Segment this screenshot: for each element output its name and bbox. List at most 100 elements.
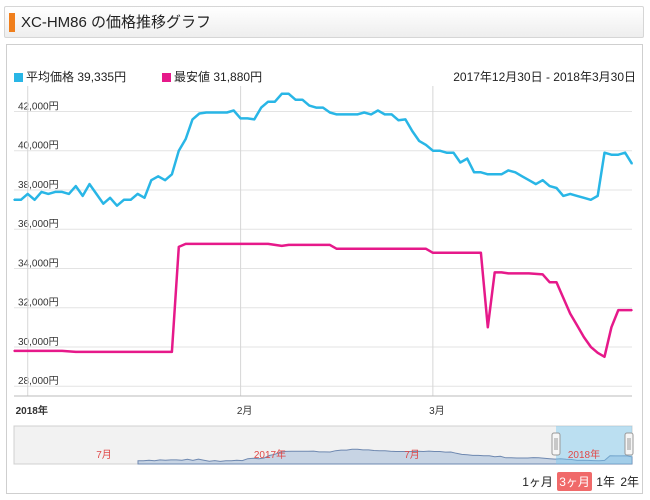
data-point — [404, 118, 407, 121]
data-point — [480, 251, 482, 254]
data-point — [267, 100, 269, 103]
y-tick-label: 36,000円 — [18, 219, 59, 230]
data-point — [466, 157, 469, 160]
data-point — [109, 197, 111, 199]
data-point — [535, 183, 537, 185]
legend-item-avg[interactable]: 平均価格 39,335円 — [14, 68, 126, 85]
data-point — [274, 100, 276, 103]
range-button-1m[interactable]: 1ヶ月 — [522, 475, 553, 489]
data-point — [136, 193, 139, 195]
data-point — [294, 98, 297, 101]
data-point — [514, 171, 517, 174]
data-point — [81, 195, 84, 197]
data-point — [47, 193, 50, 195]
data-point — [75, 351, 77, 353]
range-button-3m[interactable]: 3ヶ月 — [557, 472, 592, 491]
series-line-min — [14, 242, 632, 359]
data-point — [26, 193, 29, 195]
data-point — [438, 149, 441, 152]
avg-label: 平均価格 — [26, 70, 75, 84]
legend-item-min[interactable]: 最安値 31,880円 — [162, 68, 262, 85]
x-tick-label: 2月 — [237, 405, 253, 417]
data-point — [20, 198, 22, 201]
navigator-handle-right[interactable] — [624, 432, 634, 456]
data-point — [500, 173, 503, 176]
data-point — [178, 246, 180, 248]
data-point — [617, 153, 620, 156]
data-point — [397, 119, 400, 122]
data-point — [562, 195, 565, 197]
data-point — [308, 104, 311, 107]
data-point — [590, 346, 592, 348]
avg-swatch — [14, 73, 23, 82]
data-point — [541, 179, 544, 181]
data-point — [562, 297, 565, 299]
min-value: 31,880円 — [213, 70, 263, 84]
data-point — [33, 198, 36, 201]
data-point — [596, 352, 599, 354]
data-point — [617, 309, 620, 311]
data-point — [198, 112, 201, 115]
data-point — [171, 351, 173, 353]
page-title: XC-HM86 の価格推移グラフ — [21, 14, 212, 31]
navigator-label: 2017年 — [254, 448, 286, 461]
data-point — [528, 179, 530, 181]
data-point — [363, 111, 366, 114]
data-point — [411, 130, 414, 132]
data-point — [281, 93, 283, 95]
data-point — [40, 191, 43, 193]
data-point — [226, 111, 228, 114]
data-point — [452, 151, 455, 154]
data-point — [590, 198, 592, 201]
data-point — [75, 185, 77, 187]
data-point — [548, 281, 551, 284]
range-button-2y[interactable]: 2年 — [620, 475, 639, 489]
data-point — [219, 111, 221, 114]
data-point — [129, 198, 132, 201]
data-point — [342, 113, 345, 116]
range-button-1y[interactable]: 1年 — [596, 475, 615, 489]
data-point — [377, 109, 379, 112]
data-point — [432, 149, 434, 152]
avg-value: 39,335円 — [77, 70, 127, 84]
data-point — [569, 312, 571, 315]
title-accent — [9, 13, 15, 32]
date-range: 2017年12月30日 - 2018年3月30日 — [453, 70, 636, 84]
range-selector: 1ヶ月 3ヶ月 1年 2年 — [521, 472, 640, 491]
y-tick-label: 32,000円 — [18, 298, 59, 309]
data-point — [493, 271, 496, 274]
data-point — [425, 248, 427, 250]
data-point — [212, 111, 214, 114]
y-tick-label: 34,000円 — [18, 258, 59, 269]
data-point — [576, 324, 578, 327]
data-point — [335, 113, 338, 116]
data-point — [583, 197, 585, 199]
data-point — [287, 93, 290, 95]
data-point — [322, 106, 324, 109]
data-point — [143, 197, 146, 199]
data-point — [432, 251, 434, 254]
navigator-handle-left[interactable] — [551, 432, 561, 456]
data-point — [61, 350, 63, 352]
data-point — [184, 138, 187, 140]
min-label: 最安値 — [174, 70, 211, 84]
data-point — [480, 171, 482, 174]
data-point — [487, 326, 489, 329]
data-point — [583, 336, 585, 338]
navigator-area — [137, 448, 633, 465]
min-swatch — [162, 73, 171, 82]
x-tick-label: 2018年 — [16, 404, 48, 417]
data-point — [521, 175, 523, 178]
data-point — [88, 183, 91, 185]
data-point — [541, 273, 544, 276]
data-point — [500, 271, 503, 274]
navigator-label: 2018年 — [568, 448, 600, 461]
navigator-label: 7月 — [96, 449, 112, 461]
title-bar: XC-HM86 の価格推移グラフ — [4, 6, 644, 38]
data-point — [315, 106, 317, 109]
data-point — [631, 162, 633, 165]
data-point — [370, 113, 372, 116]
data-point — [239, 117, 242, 120]
data-point — [13, 350, 15, 352]
